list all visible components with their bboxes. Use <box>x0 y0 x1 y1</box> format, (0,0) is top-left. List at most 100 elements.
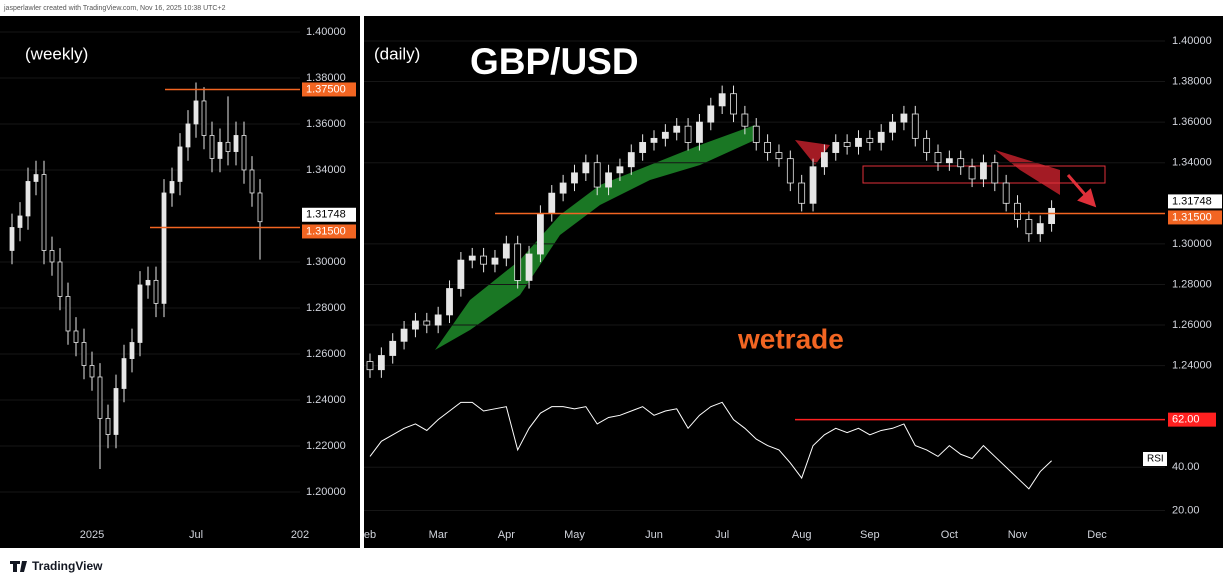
level-tag <box>1168 210 1222 225</box>
candle-body <box>502 243 510 259</box>
y-tick-label: 1.34000 <box>306 164 346 176</box>
candle-body <box>209 135 215 159</box>
x-tick-label: Sep <box>860 529 880 541</box>
chart-title: GBP/USD <box>470 41 639 82</box>
candle-body <box>911 113 919 139</box>
candle-body <box>491 257 499 265</box>
x-tick-label: Nov <box>1008 529 1028 541</box>
candle-body <box>225 141 231 152</box>
candle-body <box>121 358 127 389</box>
candle-body <box>49 250 55 263</box>
candle-body <box>241 135 247 171</box>
y-tick-label: 1.20000 <box>306 486 346 498</box>
x-tick-label: May <box>564 529 585 541</box>
y-tick-label: 1.40000 <box>1172 35 1212 47</box>
bear-cloud <box>795 140 1060 195</box>
y-tick-label: 1.22000 <box>306 440 346 452</box>
brand: TradingView <box>32 559 103 573</box>
watermark: wetrade <box>737 323 844 354</box>
x-tick-label: Jul <box>189 529 203 541</box>
footer-bar <box>0 548 1223 576</box>
candle-body <box>457 259 465 289</box>
candle-body <box>249 169 255 194</box>
candle-body <box>468 255 476 261</box>
candle-body <box>9 227 15 251</box>
candle-body <box>1002 182 1010 204</box>
candle-body <box>233 135 239 152</box>
candle-body <box>177 146 183 182</box>
candle-body <box>650 137 658 143</box>
y-tick-label: 1.30000 <box>1172 238 1212 250</box>
candle-body <box>377 355 385 371</box>
candle-body <box>537 213 544 255</box>
x-tick-label: Jun <box>645 529 663 541</box>
candle-body <box>559 182 567 194</box>
candle-body <box>957 158 965 168</box>
y-tick-label: 20.00 <box>1172 504 1200 516</box>
candle-body <box>366 361 374 371</box>
candle-body <box>798 182 806 204</box>
candle-body <box>389 340 397 356</box>
candle-body <box>639 142 647 153</box>
candle-body <box>741 113 749 127</box>
x-tick-label: Aug <box>792 529 812 541</box>
candle-body <box>161 192 167 304</box>
candle-body <box>627 152 635 168</box>
x-tick-label: Oct <box>941 529 958 541</box>
candle-body <box>514 243 522 281</box>
candle-body <box>257 192 263 223</box>
candle-body <box>1036 223 1044 235</box>
candle-body <box>129 342 135 359</box>
last-price-tag <box>1168 194 1222 209</box>
rsi-line <box>369 401 1052 490</box>
x-tick-label: eb <box>364 529 376 541</box>
y-tick-label: 1.40000 <box>306 26 346 38</box>
candle-body <box>137 284 143 343</box>
y-tick-label: 1.28000 <box>1172 278 1212 290</box>
candle-body <box>25 181 31 217</box>
level-label: 1.31500 <box>1172 211 1212 223</box>
candle-body <box>900 113 908 123</box>
candle-body <box>185 123 191 148</box>
last-price-label: 1.31748 <box>306 209 346 221</box>
candle-body <box>923 137 931 153</box>
y-tick-label: 1.30000 <box>306 256 346 268</box>
candle-body <box>764 142 771 153</box>
candle-body <box>821 152 828 168</box>
candle-body <box>684 125 692 143</box>
y-tick-label: 1.34000 <box>1172 157 1212 169</box>
candle-body <box>866 137 874 143</box>
candle-body <box>616 166 624 174</box>
candle-body <box>730 93 737 115</box>
candle-body <box>412 320 419 330</box>
candle-body <box>81 342 87 366</box>
level-label: 1.37500 <box>306 83 346 95</box>
level-label: 1.31500 <box>306 225 346 237</box>
x-tick-label: Apr <box>498 529 515 541</box>
candle-body <box>113 388 119 435</box>
candle-body <box>169 181 175 194</box>
level-tag <box>302 82 356 97</box>
y-tick-label: 1.38000 <box>1172 75 1212 87</box>
level-tag <box>302 224 356 239</box>
y-tick-label: 1.38000 <box>306 72 346 84</box>
y-tick-label: 1.36000 <box>306 118 346 130</box>
candle-body <box>945 158 953 164</box>
candle-body <box>548 192 556 214</box>
x-tick-label: Mar <box>429 529 448 541</box>
candle-body <box>775 152 783 160</box>
candle-body <box>423 320 431 326</box>
candle-body <box>525 253 533 281</box>
x-tick-label: Jul <box>715 529 729 541</box>
candle-body <box>1014 202 1021 220</box>
candle-body <box>1025 219 1033 235</box>
rsi-level-tag <box>1168 412 1216 427</box>
candle-body <box>33 174 39 182</box>
candle-body <box>434 314 442 326</box>
candle-body <box>786 158 794 184</box>
panel-label: (weekly) <box>25 44 88 63</box>
candle-body <box>752 125 760 143</box>
panel-label: (daily) <box>374 44 420 63</box>
candle-body <box>145 279 151 286</box>
